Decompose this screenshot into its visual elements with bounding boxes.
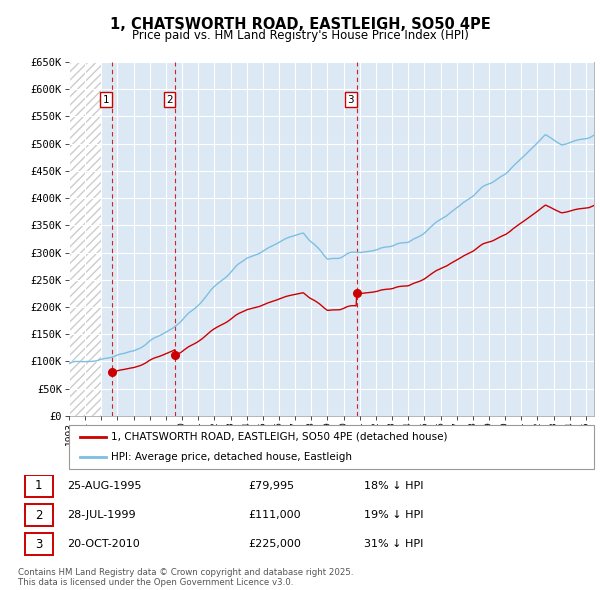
FancyBboxPatch shape (69, 425, 594, 469)
Bar (69, 62, 101, 416)
Text: £225,000: £225,000 (248, 539, 301, 549)
Text: £111,000: £111,000 (248, 510, 301, 520)
FancyBboxPatch shape (25, 475, 53, 497)
Text: 1, CHATSWORTH ROAD, EASTLEIGH, SO50 4PE (detached house): 1, CHATSWORTH ROAD, EASTLEIGH, SO50 4PE … (111, 432, 448, 442)
Text: HPI: Average price, detached house, Eastleigh: HPI: Average price, detached house, East… (111, 452, 352, 462)
Text: 31% ↓ HPI: 31% ↓ HPI (364, 539, 423, 549)
FancyBboxPatch shape (25, 533, 53, 555)
Text: 25-AUG-1995: 25-AUG-1995 (67, 481, 142, 491)
Text: 3: 3 (347, 94, 354, 104)
Text: £79,995: £79,995 (248, 481, 295, 491)
Text: 1: 1 (103, 94, 109, 104)
Text: 18% ↓ HPI: 18% ↓ HPI (364, 481, 423, 491)
FancyBboxPatch shape (25, 504, 53, 526)
Text: 3: 3 (35, 538, 43, 551)
Text: 20-OCT-2010: 20-OCT-2010 (67, 539, 140, 549)
Text: 2: 2 (166, 94, 173, 104)
Text: Price paid vs. HM Land Registry's House Price Index (HPI): Price paid vs. HM Land Registry's House … (131, 29, 469, 42)
Text: 2: 2 (35, 509, 43, 522)
Text: Contains HM Land Registry data © Crown copyright and database right 2025.
This d: Contains HM Land Registry data © Crown c… (18, 568, 353, 587)
Text: 28-JUL-1999: 28-JUL-1999 (67, 510, 136, 520)
Text: 1, CHATSWORTH ROAD, EASTLEIGH, SO50 4PE: 1, CHATSWORTH ROAD, EASTLEIGH, SO50 4PE (110, 17, 490, 31)
Text: 19% ↓ HPI: 19% ↓ HPI (364, 510, 423, 520)
Text: 1: 1 (35, 480, 43, 493)
